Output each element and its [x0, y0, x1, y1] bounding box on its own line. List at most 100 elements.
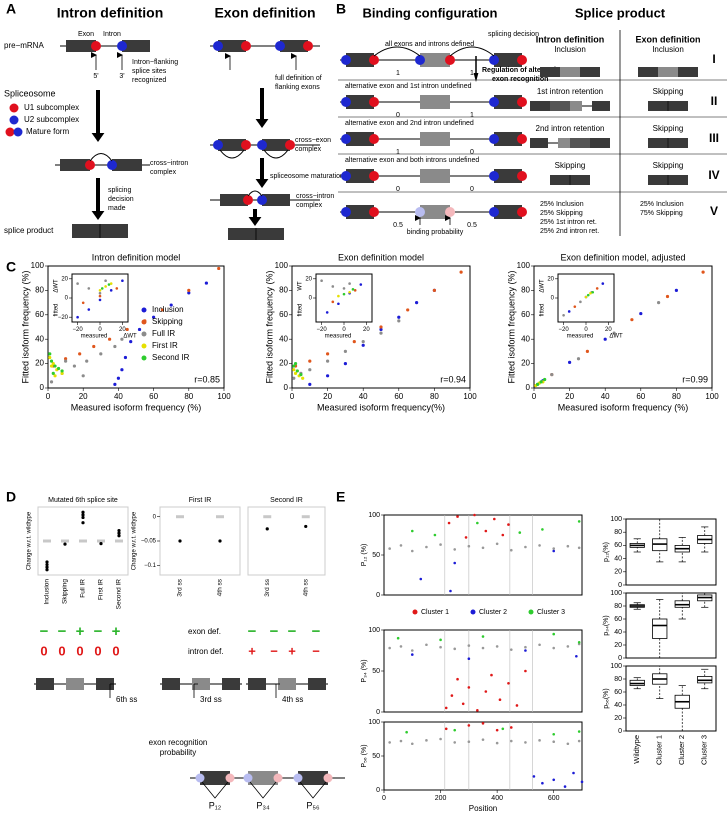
point	[601, 282, 605, 285]
shape	[494, 169, 522, 183]
point	[51, 362, 55, 366]
point	[585, 349, 590, 353]
y-axis-label: P₃₄ (%)	[361, 659, 368, 682]
point	[432, 288, 436, 292]
point	[552, 547, 556, 550]
point	[456, 677, 459, 681]
sign: −	[270, 623, 279, 640]
point	[603, 337, 607, 341]
x-tick-label: Wildtype	[632, 735, 641, 764]
label: 4th ss	[282, 695, 303, 704]
chart-title: Exon definition model, adjusted	[560, 252, 685, 262]
point	[56, 366, 61, 371]
arrow-head	[91, 133, 105, 142]
point	[120, 337, 124, 341]
point	[361, 343, 365, 347]
y-tick-label: 20	[35, 359, 44, 368]
legend-label: Cluster 2	[479, 609, 507, 616]
point	[507, 523, 510, 526]
label: Spliceosome	[4, 88, 56, 98]
binding-site	[195, 773, 205, 783]
point	[218, 539, 222, 543]
binding-site	[369, 134, 379, 144]
inset-y-label: ΔWT	[540, 279, 546, 293]
point	[484, 690, 488, 693]
point	[98, 298, 102, 302]
point	[293, 362, 298, 366]
label: alternative exon and 1st intron undefine…	[345, 83, 472, 90]
shape	[162, 678, 180, 690]
y-tick-label: 0	[376, 709, 380, 716]
point	[453, 647, 457, 651]
point	[538, 739, 541, 742]
point	[562, 313, 565, 317]
shape	[66, 40, 96, 52]
point	[577, 730, 581, 733]
label: 0	[470, 186, 474, 193]
shape	[248, 771, 278, 785]
point	[87, 308, 91, 311]
point	[81, 510, 85, 514]
point	[304, 524, 308, 529]
arrow-head	[248, 217, 262, 226]
y-tick-label: 20	[61, 276, 68, 282]
point	[467, 657, 471, 660]
shape	[668, 101, 688, 111]
point	[109, 282, 113, 285]
shape	[192, 678, 210, 690]
point	[501, 533, 505, 537]
label: Skipping	[555, 161, 586, 170]
point	[612, 331, 616, 335]
point	[320, 279, 323, 283]
label: recognized	[132, 77, 166, 84]
point	[49, 359, 54, 363]
y-tick-label: 80	[614, 603, 622, 610]
point	[495, 645, 499, 648]
y-tick-label: 40	[279, 334, 288, 343]
label: probability	[160, 748, 196, 757]
plot-frame	[625, 665, 717, 732]
x-tick-label: Skipping	[62, 579, 69, 604]
shape	[494, 53, 522, 67]
point	[113, 344, 117, 349]
point	[81, 301, 85, 305]
shape	[580, 67, 600, 77]
probability-label: P₁₂	[209, 800, 222, 810]
point	[476, 709, 479, 712]
point	[116, 376, 120, 380]
point	[187, 291, 191, 295]
inset-y-label: ΔWT	[54, 279, 60, 293]
x-tick-label: −20	[317, 327, 328, 333]
shape	[668, 175, 688, 185]
point	[120, 368, 124, 372]
point	[518, 531, 522, 534]
label: V	[710, 204, 718, 218]
y-tick-label: 100	[31, 261, 45, 270]
label: 5'	[93, 73, 98, 80]
point	[576, 357, 581, 361]
point	[484, 529, 488, 533]
arc	[89, 153, 113, 162]
point	[550, 372, 554, 377]
y-tick-label: 20	[279, 359, 288, 368]
point	[444, 727, 448, 731]
y-axis-label: P₁₂ (%)	[361, 544, 368, 567]
label: I	[712, 52, 715, 66]
arrow-head	[473, 73, 479, 82]
point	[515, 704, 519, 707]
y-tick-label: 40	[614, 629, 622, 636]
sign: +	[112, 623, 121, 640]
shape	[592, 101, 610, 111]
y-tick-label: 20	[614, 569, 622, 576]
label: Intron	[103, 31, 121, 38]
sign: −	[248, 623, 257, 640]
sign: −	[288, 623, 297, 640]
binding-site	[517, 207, 527, 217]
binding-site	[517, 97, 527, 107]
y-tick-label: 80	[614, 676, 622, 683]
point	[539, 380, 543, 384]
shape	[346, 169, 374, 183]
point	[419, 577, 423, 581]
y-tick-label: 40	[614, 702, 622, 709]
point	[577, 546, 581, 550]
